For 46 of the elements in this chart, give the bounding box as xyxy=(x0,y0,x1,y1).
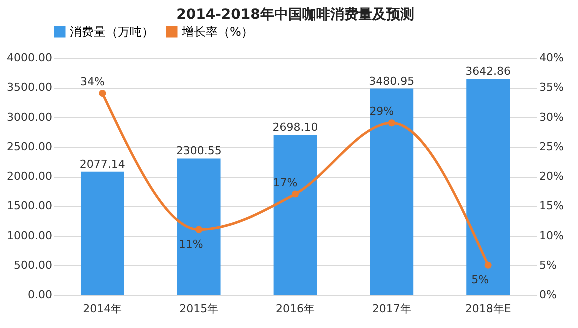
y-tick-label: 1000.00 xyxy=(7,229,52,242)
x-tick-label: 2016年 xyxy=(276,302,315,316)
data-label: 2300.55 xyxy=(176,144,222,158)
bar xyxy=(274,135,318,295)
data-label: 5% xyxy=(472,273,490,286)
y2-tick-label: 35% xyxy=(540,81,564,94)
point xyxy=(196,226,203,234)
x-tick-label: 2018年E xyxy=(465,302,512,316)
point xyxy=(484,262,492,269)
y-tick-label: 0.00 xyxy=(28,288,52,302)
data-label: 3642.86 xyxy=(466,65,512,78)
y2-tick-label: 20% xyxy=(540,170,564,183)
x-tick-label: 2017年 xyxy=(372,302,412,316)
point xyxy=(388,120,396,127)
chart-title: 2014-2018年中国咖啡消费量及预测 xyxy=(176,7,414,23)
data-label: 29% xyxy=(370,105,394,118)
bar xyxy=(370,88,414,295)
bar xyxy=(466,79,510,295)
bar xyxy=(80,172,124,295)
y2-tick-label: 25% xyxy=(540,140,564,154)
y-tick-label: 500.00 xyxy=(14,258,52,272)
y2-tick-label: 10% xyxy=(540,229,564,242)
y2-tick-label: 15% xyxy=(540,200,564,213)
legend-label: 增长率（%） xyxy=(181,25,254,39)
legend-label: 消费量（万吨） xyxy=(70,25,154,39)
y-tick-label: 1500.00 xyxy=(7,200,52,213)
data-label: 11% xyxy=(178,238,204,251)
y2-tick-label: 0% xyxy=(540,288,557,302)
y-tick-label: 2500.00 xyxy=(7,140,52,154)
bar xyxy=(177,158,221,295)
data-label: 2077.14 xyxy=(80,158,126,171)
y2-tick-label: 30% xyxy=(540,110,564,124)
y-tick-label: 4000.00 xyxy=(7,52,52,64)
x-tick-label: 2014年 xyxy=(83,302,122,316)
y2-tick-label: 5% xyxy=(540,258,557,272)
x-tick-label: 2015年 xyxy=(180,302,219,316)
y2-tick-label: 40% xyxy=(540,52,564,64)
data-label: 34% xyxy=(80,76,105,89)
point xyxy=(292,190,300,198)
y-tick-label: 3500.00 xyxy=(7,81,52,94)
data-label: 17% xyxy=(273,176,298,190)
data-label: 2698.10 xyxy=(272,121,318,134)
data-label: 3480.95 xyxy=(369,74,415,88)
point xyxy=(99,90,106,98)
y-tick-label: 2000.00 xyxy=(7,170,52,183)
y-tick-label: 3000.00 xyxy=(7,110,52,124)
